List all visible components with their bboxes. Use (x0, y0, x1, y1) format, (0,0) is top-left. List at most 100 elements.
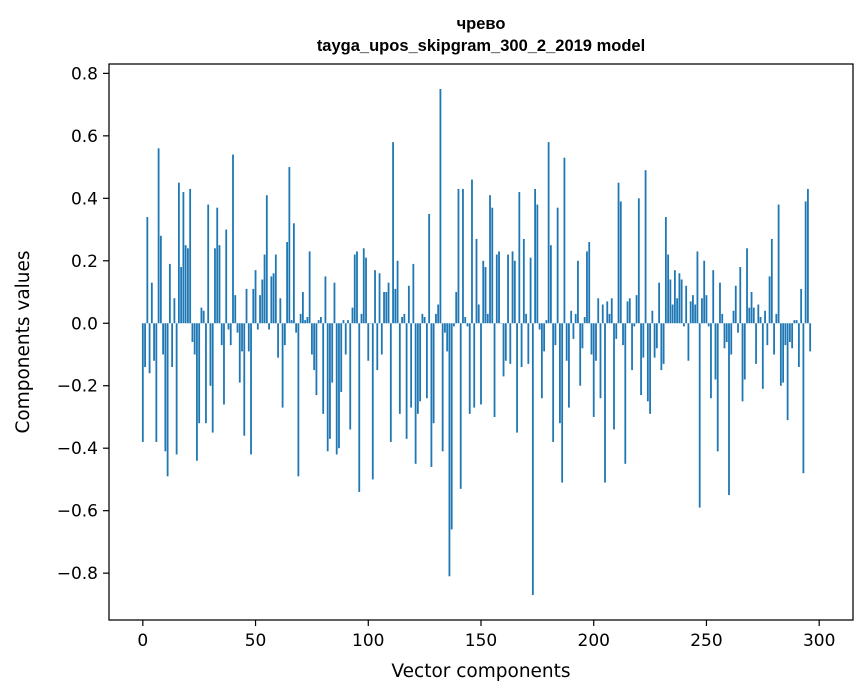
bar (486, 313, 489, 324)
bar (574, 313, 577, 324)
bar (376, 323, 379, 371)
bar (292, 223, 295, 324)
chart-subtitle: tayga_upos_skipgram_300_2_2019 model (317, 37, 645, 55)
bar (315, 323, 318, 396)
bar (676, 298, 679, 324)
bar (473, 323, 476, 408)
bar (662, 323, 665, 364)
bar (320, 317, 322, 324)
bar (146, 217, 149, 324)
bar (673, 270, 676, 324)
bar (342, 320, 345, 324)
bar (732, 310, 735, 324)
bar (225, 229, 228, 324)
bar (430, 323, 433, 467)
bar (637, 198, 640, 324)
bar (725, 323, 728, 342)
bar (419, 323, 422, 402)
bar (617, 182, 620, 324)
bar (635, 295, 638, 324)
bar (380, 323, 383, 355)
bar (189, 188, 192, 324)
bar (301, 292, 304, 324)
bar (245, 288, 248, 324)
y-tick-label: 0.2 (71, 252, 98, 272)
bar (545, 320, 548, 324)
bar (196, 323, 198, 461)
bar (687, 323, 690, 361)
bar (802, 323, 805, 474)
bar (410, 323, 413, 408)
bar (559, 323, 561, 424)
bar (466, 323, 469, 327)
bar (556, 207, 559, 324)
bar (412, 263, 415, 324)
bar (755, 323, 757, 364)
bar (173, 298, 176, 324)
bar (568, 323, 570, 408)
bar (198, 323, 201, 424)
bar (773, 323, 775, 355)
bar (624, 323, 627, 464)
bar (759, 317, 762, 324)
bar (622, 323, 624, 346)
bar (511, 251, 514, 324)
bar (807, 188, 809, 324)
bar (583, 317, 586, 324)
bar (209, 323, 212, 386)
bar (507, 254, 509, 324)
bar (441, 323, 444, 452)
bar (613, 323, 615, 430)
bar (592, 323, 595, 417)
bar (177, 182, 180, 324)
x-axis-ticks: 0 50 100 150 200 250 300 (137, 620, 835, 651)
bar (750, 292, 753, 324)
bar (570, 310, 573, 324)
bar (295, 323, 298, 333)
bar (432, 323, 435, 424)
bar (277, 323, 279, 358)
bar (480, 323, 482, 405)
bar (435, 313, 437, 324)
bar (448, 323, 451, 577)
bar (184, 245, 187, 324)
bar (387, 282, 390, 324)
bar (398, 323, 401, 414)
bar (403, 313, 406, 324)
bar (286, 242, 289, 324)
bar (453, 323, 455, 327)
plot-frame (108, 63, 854, 621)
bar (655, 323, 658, 349)
bar (770, 238, 773, 324)
bar (374, 270, 376, 324)
bar (495, 254, 498, 324)
bar (421, 313, 424, 324)
bar (667, 254, 670, 324)
bar (581, 323, 584, 349)
bar (721, 313, 724, 324)
bar-series (141, 88, 812, 596)
y-axis-ticks: 0.8 0.6 0.4 0.2 0.0 −0.2 −0.4 −0.6 −0.8 (57, 64, 109, 584)
bar (685, 285, 688, 324)
bar (743, 323, 746, 380)
bar (705, 295, 708, 324)
bar (148, 323, 151, 374)
bar (313, 323, 316, 371)
bar (259, 295, 261, 324)
bar (308, 251, 311, 324)
bar (216, 207, 219, 324)
bar (664, 217, 667, 324)
bar (761, 323, 764, 389)
bar (791, 323, 794, 349)
bar (389, 323, 392, 442)
bar (326, 323, 329, 452)
bar (531, 323, 534, 596)
y-tick-label: 0.0 (71, 314, 98, 334)
bar (775, 313, 778, 324)
y-tick-label: 0.8 (71, 64, 98, 84)
bar (455, 292, 458, 324)
bar (423, 317, 426, 324)
y-tick-label: −0.4 (57, 439, 98, 459)
y-tick-label: −0.6 (57, 502, 98, 522)
bar (281, 323, 284, 408)
